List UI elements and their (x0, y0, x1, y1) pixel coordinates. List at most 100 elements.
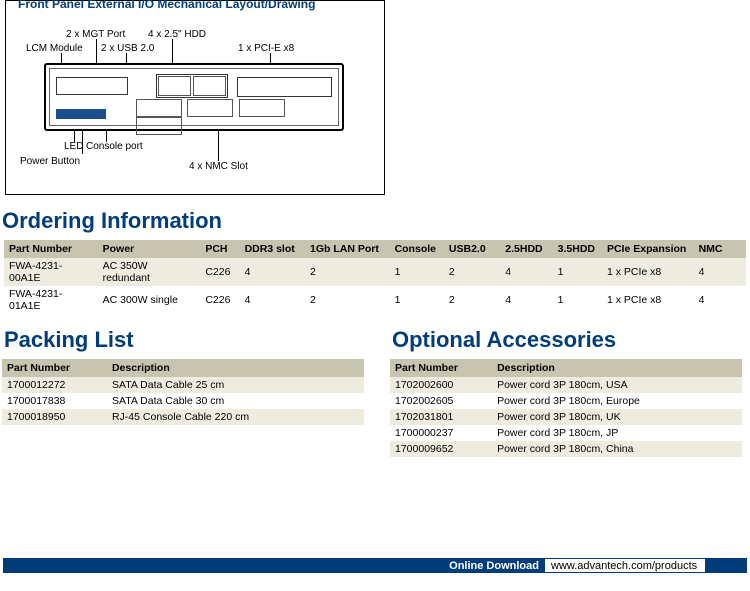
nmc-slot (239, 99, 285, 117)
table-cell: Power cord 3P 180cm, USA (492, 377, 742, 393)
table-cell: 2 (305, 258, 390, 286)
table-header-cell: Part Number (4, 240, 98, 258)
table-cell: Power cord 3P 180cm, JP (492, 425, 742, 441)
footer-label: Online Download (449, 560, 545, 572)
table-row: 1702002605Power cord 3P 180cm, Europe (390, 393, 742, 409)
table-cell: 1700017838 (2, 393, 107, 409)
table-cell: C226 (200, 258, 239, 286)
table-cell: 1 x PCIe x8 (602, 286, 694, 314)
label-console: Console port (86, 141, 143, 152)
table-cell: 1700012272 (2, 377, 107, 393)
table-cell: 2 (444, 258, 500, 286)
table-cell: 1 (390, 286, 444, 314)
label-hdd: 4 x 2.5" HDD (148, 29, 206, 40)
table-cell: FWA-4231-00A1E (4, 258, 98, 286)
table-row: 1700018950RJ-45 Console Cable 220 cm (2, 409, 364, 425)
label-nmc: 4 x NMC Slot (189, 161, 248, 172)
nmc-slots (136, 99, 336, 121)
lcm-module-area (56, 77, 128, 95)
table-cell: Power cord 3P 180cm, UK (492, 409, 742, 425)
table-row: 1700012272SATA Data Cable 25 cm (2, 377, 364, 393)
diagram-title: Front Panel External I/O Mechanical Layo… (18, 0, 315, 11)
leader-line (218, 129, 219, 161)
table-cell: 1700000237 (390, 425, 492, 441)
table-header-cell: PCH (200, 240, 239, 258)
table-cell: 1700018950 (2, 409, 107, 425)
nmc-slot (136, 99, 182, 117)
table-cell: 1702031801 (390, 409, 492, 425)
table-body: FWA-4231-00A1EAC 350W redundantC22642124… (4, 258, 746, 314)
ordering-table: Part NumberPowerPCHDDR3 slot1Gb LAN Port… (4, 240, 746, 314)
table-cell: AC 300W single (98, 286, 201, 314)
footer-url: www.advantech.com/products (545, 559, 705, 572)
ordering-heading: Ordering Information (2, 208, 750, 234)
two-column-region: Packing List Part NumberDescription 1700… (0, 314, 750, 457)
table-header-cell: PCIe Expansion (602, 240, 694, 258)
table-row: 1702002600Power cord 3P 180cm, USA (390, 377, 742, 393)
table-cell: 1702002605 (390, 393, 492, 409)
chassis-bottom (56, 97, 332, 121)
hdd-area (156, 74, 228, 98)
table-cell: 2 (444, 286, 500, 314)
pcie-slot-area (237, 77, 332, 97)
table-cell: C226 (200, 286, 239, 314)
table-cell: FWA-4231-01A1E (4, 286, 98, 314)
table-header-cell: 3.5HDD (553, 240, 602, 258)
table-header-cell: DDR3 slot (240, 240, 305, 258)
table-header-cell: Console (390, 240, 444, 258)
nmc-slot (187, 99, 233, 117)
table-header-cell: Part Number (2, 359, 107, 377)
table-header-row: Part NumberDescription (390, 359, 742, 377)
table-cell: 4 (500, 258, 552, 286)
table-cell: 4 (500, 286, 552, 314)
table-cell: RJ-45 Console Cable 220 cm (107, 409, 364, 425)
table-header-cell: Description (492, 359, 742, 377)
label-lcm: LCM Module (26, 43, 83, 54)
table-header-cell: Part Number (390, 359, 492, 377)
label-usb: 2 x USB 2.0 (101, 43, 154, 54)
table-cell: AC 350W redundant (98, 258, 201, 286)
packing-heading: Packing List (4, 327, 364, 353)
chassis-drawing (44, 63, 344, 131)
table-row: 1702031801Power cord 3P 180cm, UK (390, 409, 742, 425)
table-cell: Power cord 3P 180cm, China (492, 441, 742, 457)
hdd-bay (158, 76, 191, 96)
table-row: FWA-4231-01A1EAC 300W singleC2264212411 … (4, 286, 746, 314)
table-row: 1700009652Power cord 3P 180cm, China (390, 441, 742, 457)
leader-line (82, 128, 83, 154)
leader-line (96, 39, 97, 65)
table-cell: 1 (553, 286, 602, 314)
packing-column: Packing List Part NumberDescription 1700… (2, 314, 364, 457)
table-cell: 4 (694, 258, 746, 286)
table-header-row: Part NumberPowerPCHDDR3 slot1Gb LAN Port… (4, 240, 746, 258)
table-cell: 4 (240, 258, 305, 286)
table-header-cell: NMC (694, 240, 746, 258)
optional-heading: Optional Accessories (392, 327, 742, 353)
table-cell: 2 (305, 286, 390, 314)
table-cell: 1 (553, 258, 602, 286)
table-body: 1700012272SATA Data Cable 25 cm170001783… (2, 377, 364, 425)
label-led: LED (64, 141, 83, 152)
nmc-slot (136, 117, 182, 135)
hdd-bay (193, 76, 226, 96)
table-header-cell: 2.5HDD (500, 240, 552, 258)
optional-table: Part NumberDescription 1702002600Power c… (390, 359, 742, 457)
table-cell: 4 (694, 286, 746, 314)
table-cell: 1 (390, 258, 444, 286)
table-header-cell: 1Gb LAN Port (305, 240, 390, 258)
label-power: Power Button (20, 156, 80, 167)
front-panel-diagram: Front Panel External I/O Mechanical Layo… (5, 0, 385, 195)
table-cell: 1702002600 (390, 377, 492, 393)
table-header-cell: USB2.0 (444, 240, 500, 258)
footer-bar: Online Download www.advantech.com/produc… (3, 558, 747, 573)
table-header-row: Part NumberDescription (2, 359, 364, 377)
table-row: 1700000237Power cord 3P 180cm, JP (390, 425, 742, 441)
led-group (56, 109, 106, 119)
label-pcie: 1 x PCI-E x8 (238, 43, 294, 54)
table-cell: 1700009652 (390, 441, 492, 457)
table-row: FWA-4231-00A1EAC 350W redundantC22642124… (4, 258, 746, 286)
optional-column: Optional Accessories Part NumberDescript… (390, 314, 742, 457)
table-body: 1702002600Power cord 3P 180cm, USA170200… (390, 377, 742, 457)
table-cell: SATA Data Cable 25 cm (107, 377, 364, 393)
table-header-cell: Description (107, 359, 364, 377)
